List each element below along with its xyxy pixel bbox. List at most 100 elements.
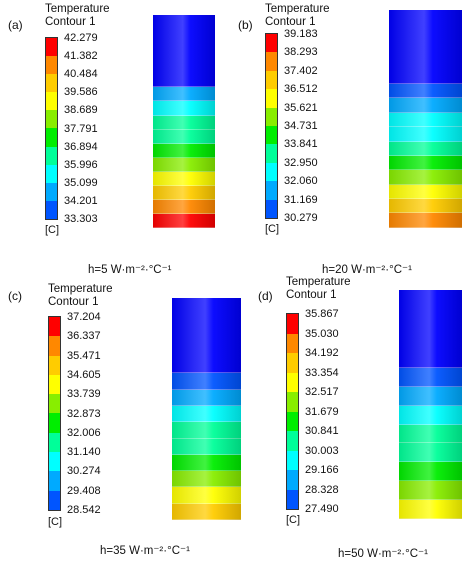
panel-label: (c) <box>8 289 22 303</box>
legend-tick-label: 33.354 <box>305 366 339 379</box>
caption: h=20 W·m⁻²·°C⁻¹ <box>322 264 412 276</box>
legend-tick-label: 32.060 <box>284 175 318 188</box>
legend-title-line1: Temperature <box>48 283 113 295</box>
temperature-contour <box>399 290 462 519</box>
cylinder-shading <box>399 290 462 519</box>
contour-band <box>172 454 241 472</box>
legend-tick-label: 32.006 <box>67 426 101 439</box>
unit-label: [C] <box>265 223 280 235</box>
legend-swatch <box>287 431 298 451</box>
legend-swatch <box>49 413 60 433</box>
legend-tick-label: 36.512 <box>284 83 318 96</box>
contour-band <box>172 298 241 374</box>
contour-band <box>389 170 462 185</box>
contour-band <box>172 438 241 455</box>
contour-band <box>172 503 241 520</box>
legend-tick-label: 38.293 <box>284 46 318 59</box>
legend-swatch <box>287 470 298 490</box>
legend-tick-label: 33.739 <box>67 388 101 401</box>
contour-band <box>153 213 215 228</box>
legend-tick-label: 29.166 <box>305 464 339 476</box>
contour-band <box>172 406 241 423</box>
color-scale-bar <box>286 313 299 510</box>
legend-tick-label: 30.274 <box>67 465 101 478</box>
contour-band <box>389 112 462 128</box>
legend-swatch <box>49 490 60 510</box>
legend-tick-label: 35.030 <box>305 327 339 340</box>
color-scale-bar <box>265 33 278 219</box>
legend-swatch <box>266 162 277 182</box>
legend-tick-label: 37.204 <box>67 311 101 323</box>
legend-swatch <box>46 182 57 201</box>
legend-swatch <box>46 164 57 183</box>
legend-swatch <box>46 146 57 165</box>
legend-swatch <box>49 355 60 375</box>
legend-swatch <box>49 336 60 356</box>
legend-swatch <box>46 38 57 57</box>
legend-tick-label: 35.996 <box>64 158 98 171</box>
legend-tick-label: 33.841 <box>284 138 318 151</box>
legend-swatch <box>266 144 277 163</box>
panel-label: (b) <box>238 18 253 32</box>
contour-band <box>389 155 462 171</box>
caption: h=35 W·m⁻²·°C⁻¹ <box>100 545 190 557</box>
cylinder-shading <box>172 298 241 520</box>
legend-tick-label: 38.689 <box>64 104 98 117</box>
legend-tick-label: 28.542 <box>67 504 101 516</box>
contour-band <box>153 171 215 186</box>
legend-tick-label: 40.484 <box>64 68 98 81</box>
legend-swatch <box>287 450 298 470</box>
legend-swatch <box>49 394 60 414</box>
legend-tick-label: 28.328 <box>305 483 339 496</box>
contour-band <box>153 157 215 172</box>
legend-swatch <box>266 70 277 90</box>
contour-band <box>153 101 215 116</box>
panel-label: (a) <box>8 18 23 32</box>
legend-swatch <box>287 489 298 509</box>
legend-swatch <box>46 128 57 147</box>
legend-tick-label: 35.099 <box>64 176 98 189</box>
legend-swatch <box>46 200 57 219</box>
legend-swatch <box>46 56 57 75</box>
contour-band <box>153 199 215 214</box>
legend-tick-label: 34.192 <box>305 347 339 359</box>
contour-band <box>153 115 215 130</box>
contour-band <box>389 184 462 200</box>
caption: h=5 W·m⁻²·°C⁻¹ <box>88 264 172 276</box>
legend-swatch <box>287 392 298 412</box>
legend-swatch <box>49 432 60 453</box>
legend-title-line2: Contour 1 <box>45 16 96 28</box>
legend-tick-label: 32.517 <box>305 386 339 398</box>
contour-band <box>172 422 241 439</box>
contour-band <box>389 127 462 142</box>
legend-tick-label: 29.408 <box>67 484 101 497</box>
legend-swatch <box>266 89 277 108</box>
legend-tick-label: 35.621 <box>284 101 318 114</box>
contour-band <box>399 500 462 519</box>
legend-tick-label: 31.140 <box>67 446 101 459</box>
contour-band <box>399 386 462 406</box>
legend-tick-label: 41.382 <box>64 50 98 63</box>
legend-tick-label: 34.605 <box>67 368 101 381</box>
legend-tick-label: 32.950 <box>284 156 318 169</box>
cylinder-shading <box>153 15 215 228</box>
legend-tick-label: 34.201 <box>64 194 98 207</box>
legend-tick-label: 35.471 <box>67 349 101 362</box>
legend-tick-label: 37.402 <box>284 64 318 77</box>
contour-band <box>389 84 462 99</box>
legend-swatch <box>266 181 277 200</box>
legend-tick-label: 31.169 <box>284 193 318 206</box>
temperature-contour <box>153 15 215 228</box>
contour-band <box>399 424 462 444</box>
contour-band <box>172 487 241 504</box>
legend-swatch <box>266 34 277 53</box>
legend-tick-label: 39.586 <box>64 86 98 99</box>
contour-band <box>389 213 462 228</box>
legend-tick-label: 39.183 <box>284 28 318 40</box>
contour-band <box>389 199 462 214</box>
cylinder-shading <box>389 10 462 228</box>
legend-title-line1: Temperature <box>45 3 110 15</box>
legend-tick-label: 36.894 <box>64 140 98 153</box>
contour-band <box>399 405 462 425</box>
contour-band <box>399 481 462 501</box>
